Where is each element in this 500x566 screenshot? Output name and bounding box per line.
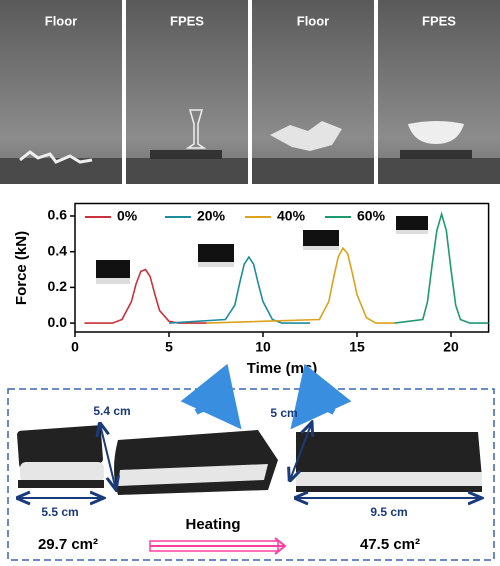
foam-after <box>296 432 482 492</box>
dimension-label: 9.5 cm <box>370 505 407 519</box>
area-label: 47.5 cm² <box>360 536 420 553</box>
dimension-line <box>100 424 116 490</box>
floor <box>252 158 374 184</box>
legend-label: 40% <box>277 208 306 224</box>
shards <box>270 121 342 151</box>
series-line <box>84 268 207 324</box>
photo-label: Floor <box>45 13 78 28</box>
photo <box>0 0 122 184</box>
curve-arrow <box>180 363 242 430</box>
glass <box>185 109 207 149</box>
series-line <box>206 246 395 324</box>
floor <box>378 158 500 184</box>
fpes-pad <box>400 150 472 159</box>
foam-middle <box>114 430 278 495</box>
x-tick-label: 15 <box>349 339 365 355</box>
series-line <box>394 211 489 324</box>
y-tick-label: 0.0 <box>48 314 68 330</box>
y-axis-label: Force (kN) <box>13 231 30 305</box>
dimension-label: 5.5 cm <box>41 505 78 519</box>
x-tick-label: 5 <box>165 339 173 355</box>
legend-label: 0% <box>117 208 138 224</box>
legend-label: 60% <box>357 208 386 224</box>
series-line <box>168 255 310 324</box>
dimension-line <box>290 422 312 480</box>
x-tick-label: 10 <box>255 339 271 355</box>
area-label: 29.7 cm² <box>38 536 98 553</box>
plot-frame <box>74 202 490 333</box>
photo-label: FPES <box>422 13 456 28</box>
photo <box>252 0 374 184</box>
floor <box>0 158 122 184</box>
legend-label: 20% <box>197 208 226 224</box>
dimension-label: 5 cm <box>270 406 297 420</box>
fpes-pad <box>150 150 222 159</box>
curve-arrow <box>290 363 352 430</box>
process-arrow-body <box>149 540 279 552</box>
x-tick-label: 20 <box>443 339 459 355</box>
x-axis-label: Time (ms) <box>247 360 318 377</box>
chart: Force (kN) Time (ms) 0.0 0.2 0.4 0.6 0 5 10 15 2… <box>13 202 490 377</box>
sample-icons <box>96 216 428 284</box>
x-tick-label: 0 <box>71 339 79 355</box>
dashed-frame <box>7 388 495 561</box>
photo-label: Floor <box>297 13 330 28</box>
photo-label: FPES <box>170 13 204 28</box>
y-tick-label: 0.6 <box>48 207 68 223</box>
dimension-label: 5.4 cm <box>93 404 130 418</box>
photos: Floor FPES Floor FPES <box>0 0 500 184</box>
process-label: Heating <box>185 516 240 533</box>
floor <box>126 158 248 184</box>
shards <box>19 150 93 164</box>
bowl <box>408 121 464 144</box>
y-tick-label: 0.4 <box>48 242 68 258</box>
expansion-panel: 5.4 cm 5.5 cm 5 cm 9.5 cm 29.7 cm² Heati… <box>7 363 495 561</box>
foam-before <box>17 425 104 488</box>
y-tick-label: 0.2 <box>48 278 68 294</box>
